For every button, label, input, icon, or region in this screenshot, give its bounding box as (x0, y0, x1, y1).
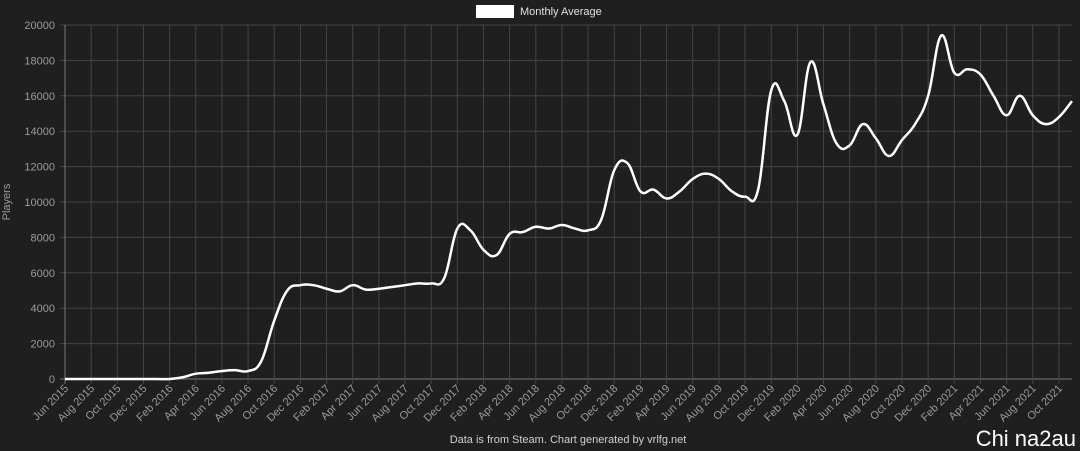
data-line (64, 34, 1073, 381)
legend-label: Monthly Average (520, 6, 602, 18)
y-tick-label: 10000 (24, 197, 55, 209)
y-tick-label: 18000 (24, 55, 55, 67)
y-axis-title: Players (1, 183, 13, 220)
y-tick-label: 0 (49, 374, 55, 386)
y-tick-label: 16000 (24, 91, 55, 103)
y-tick-label: 14000 (24, 126, 55, 138)
y-tick-label: 8000 (31, 232, 55, 244)
watermark: Chi na2au (976, 426, 1076, 451)
footer-note: Data is from Steam. Chart generated by v… (450, 434, 687, 446)
y-tick-label: 6000 (31, 268, 55, 280)
legend-swatch (476, 5, 514, 18)
y-tick-label: 20000 (24, 20, 55, 32)
y-tick-label: 12000 (24, 162, 55, 174)
y-tick-label: 4000 (31, 303, 55, 315)
y-tick-label: 2000 (31, 339, 55, 351)
